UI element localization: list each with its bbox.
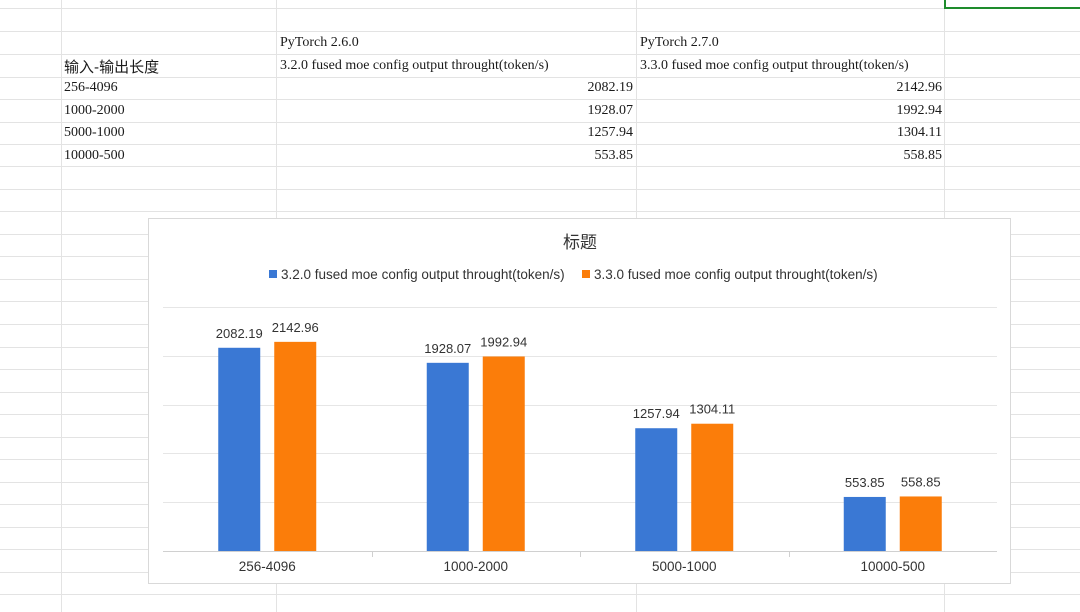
x-tick-label: 10000-500 (860, 559, 925, 574)
header-length[interactable]: 输入-输出长度 (64, 58, 160, 76)
row-1-value-2[interactable]: 2142.96 (896, 80, 943, 95)
row-3-length[interactable]: 5000-1000 (64, 125, 125, 140)
data-label-series-1: 1257.94 (633, 406, 680, 421)
row-2-value-1[interactable]: 1928.07 (587, 103, 634, 118)
bar-series-1-1000-2000[interactable] (426, 362, 469, 551)
embedded-bar-chart[interactable]: 标题 3.2.0 fused moe config output through… (148, 218, 1011, 584)
bar-series-1-5000-1000[interactable] (635, 428, 678, 551)
row-4-length[interactable]: 10000-500 (64, 148, 125, 163)
data-label-series-2: 1304.11 (689, 402, 735, 417)
data-label-series-2: 1992.94 (480, 334, 527, 349)
cell-selection-box (944, 0, 1080, 9)
legend-swatch-series-1 (269, 270, 277, 278)
legend-label-series-1[interactable]: 3.2.0 fused moe config output throught(t… (281, 267, 565, 282)
row-3-value-1[interactable]: 1257.94 (587, 125, 634, 140)
row-4-value-1[interactable]: 553.85 (594, 148, 634, 163)
bar-series-2-10000-500[interactable] (899, 496, 942, 551)
row-3-value-2[interactable]: 1304.11 (897, 125, 942, 140)
bar-series-1-256-4096[interactable] (218, 347, 261, 551)
chart-title[interactable]: 标题 (563, 233, 597, 253)
plot-area[interactable]: 2082.19 2142.96 256-4096 1928.07 1992.94 1000… (163, 307, 997, 575)
row-1-length[interactable]: 256-4096 (64, 80, 118, 95)
bar-series-2-256-4096[interactable] (274, 341, 317, 551)
row-2-length[interactable]: 1000-2000 (64, 103, 125, 118)
header-series-2[interactable]: 3.3.0 fused moe config output throught(t… (640, 58, 909, 73)
data-label-series-2: 2142.96 (272, 320, 319, 335)
x-tick-label: 256-4096 (239, 559, 296, 574)
data-label-series-1: 2082.19 (216, 326, 263, 341)
row-1-value-1[interactable]: 2082.19 (587, 80, 634, 95)
data-label-series-2: 558.85 (901, 474, 941, 489)
data-label-series-1: 553.85 (845, 475, 885, 490)
bar-series-2-5000-1000[interactable] (691, 423, 734, 551)
header-pytorch-27[interactable]: PyTorch 2.7.0 (640, 35, 719, 50)
header-series-1[interactable]: 3.2.0 fused moe config output throught(t… (280, 58, 549, 73)
x-tick-label: 1000-2000 (443, 559, 508, 574)
data-label-series-1: 1928.07 (424, 341, 471, 356)
row-4-value-2[interactable]: 558.85 (903, 148, 943, 163)
bar-series-2-1000-2000[interactable] (482, 356, 525, 551)
x-tick-label: 5000-1000 (652, 559, 717, 574)
row-2-value-2[interactable]: 1992.94 (896, 103, 943, 118)
legend-swatch-series-2 (582, 270, 590, 278)
bar-series-1-10000-500[interactable] (843, 496, 886, 551)
header-pytorch-26[interactable]: PyTorch 2.6.0 (280, 35, 359, 50)
legend-label-series-2[interactable]: 3.3.0 fused moe config output throught(t… (594, 267, 878, 282)
chart-canvas: 标题 3.2.0 fused moe config output through… (163, 233, 997, 575)
